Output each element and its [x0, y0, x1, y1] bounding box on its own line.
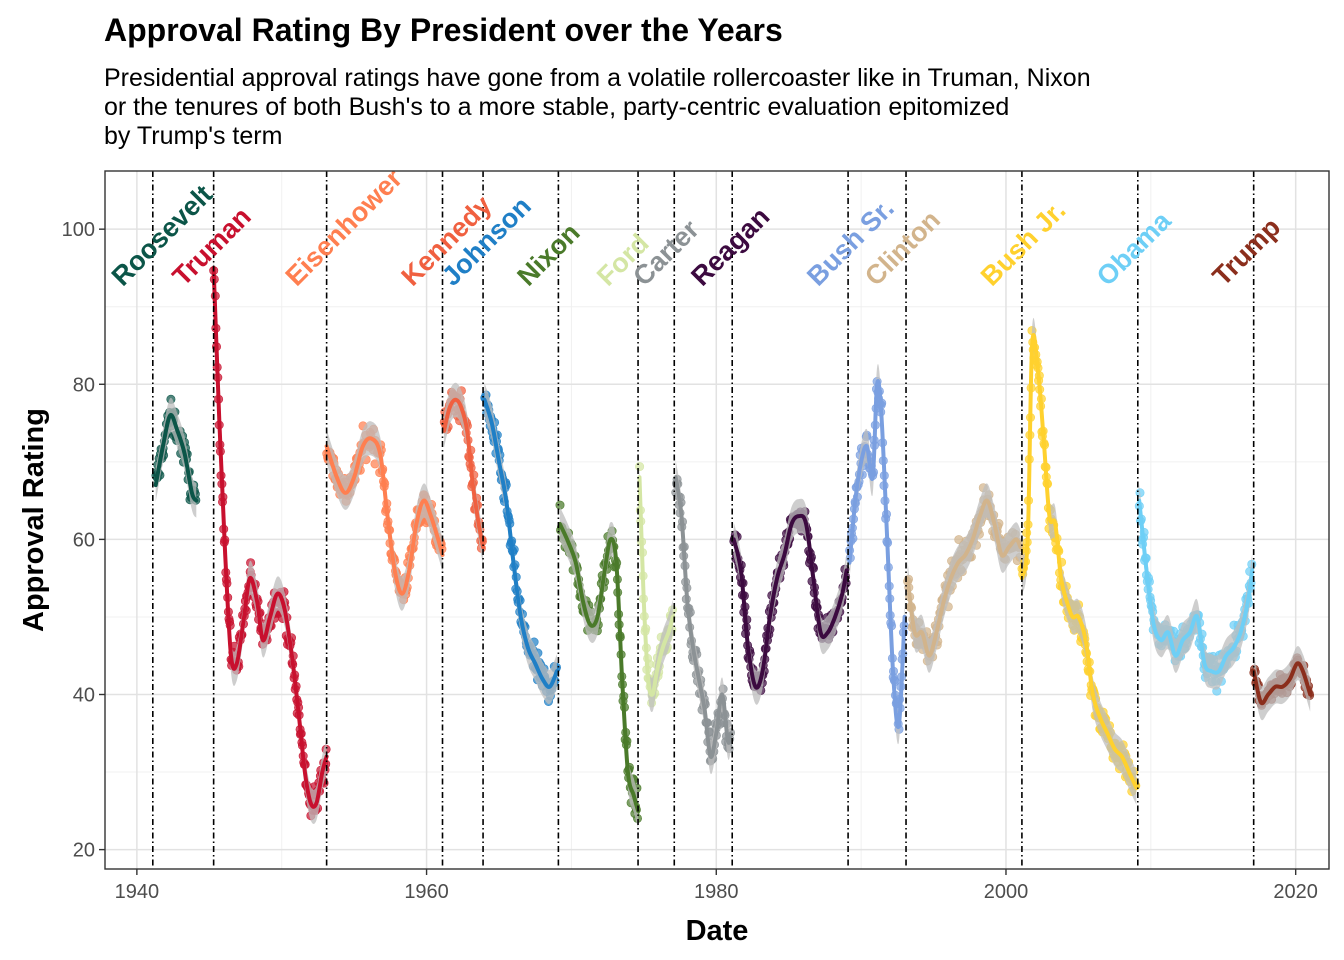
confidence-band [907, 483, 1021, 673]
confidence-band [1021, 317, 1137, 805]
y-tick-label: 80 [73, 374, 95, 396]
president-label: Eisenhower [280, 163, 409, 292]
x-tick-label: 1940 [115, 881, 160, 903]
trend-line [442, 397, 486, 550]
trend-line [1019, 333, 1139, 790]
panel-border [104, 170, 1330, 870]
trend-line [153, 412, 199, 503]
x-tick-label: 2020 [1273, 881, 1318, 903]
y-axis-label: Approval Rating [18, 408, 50, 632]
trend-line [847, 379, 907, 730]
president-label: Obama [1091, 205, 1178, 292]
x-axis-label: Date [686, 915, 749, 947]
president-label: Bush Jr. [975, 195, 1072, 292]
confidence-band [484, 382, 557, 705]
subtitle-line: Presidential approval ratings have gone … [104, 64, 1091, 92]
trend-line [1251, 661, 1313, 706]
trend-line [211, 265, 329, 809]
y-tick-label: 20 [73, 840, 95, 862]
president-label: Trump [1207, 212, 1287, 292]
y-tick-label: 100 [62, 219, 95, 241]
x-tick-label: 1960 [404, 881, 449, 903]
trend-line [482, 397, 559, 689]
trend-line [673, 475, 733, 760]
y-tick-label: 60 [73, 529, 95, 551]
trend-line [905, 498, 1023, 658]
subtitle-line: or the tenures of both Bush's to a more … [104, 93, 1010, 121]
trend-line [324, 436, 445, 596]
confidence-band [639, 460, 673, 712]
confidence-band [213, 250, 327, 824]
y-tick-label: 40 [73, 685, 95, 707]
x-tick-label: 1980 [694, 881, 739, 903]
term-boundary-layer [152, 171, 1255, 869]
confidence-band [733, 498, 847, 705]
trend-layer [153, 265, 1313, 813]
chart-title: Approval Rating By President over the Ye… [104, 12, 783, 48]
trend-line [731, 513, 849, 690]
trend-line [557, 521, 641, 813]
trend-line [1137, 498, 1255, 675]
subtitle-line: by Trump's term [104, 122, 283, 150]
confidence-band [1139, 483, 1253, 690]
x-tick-label: 2000 [984, 881, 1029, 903]
president-label: Reagan [685, 201, 775, 291]
trend-line [637, 475, 675, 697]
chart-subtitle: Presidential approval ratings have gone … [104, 64, 1304, 151]
